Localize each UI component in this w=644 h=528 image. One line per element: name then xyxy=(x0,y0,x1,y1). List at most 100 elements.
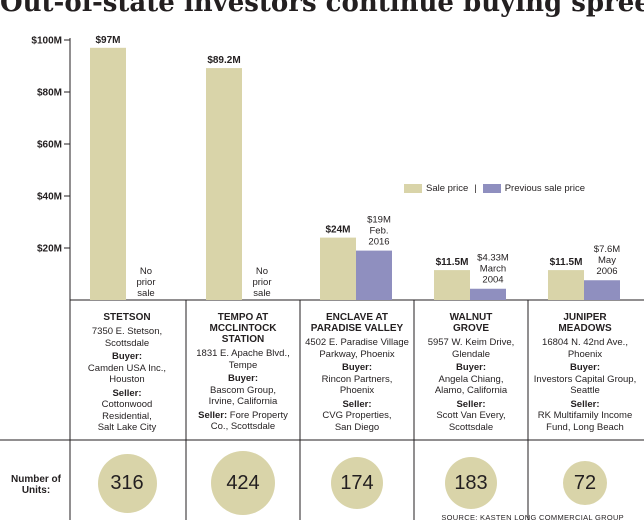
property-name-line: STETSON xyxy=(103,312,151,323)
no-prior-sale-label: prior xyxy=(136,277,155,288)
property-name-line: GROVE xyxy=(452,323,490,334)
no-prior-sale-label: No xyxy=(256,266,268,277)
property-address: Parkway, Phoenix xyxy=(319,348,395,360)
property-address: Tempe xyxy=(228,359,258,371)
previous-sale-label: March xyxy=(480,264,506,275)
buyer-value: Bascom Group, xyxy=(210,384,276,396)
property-name-line: ENCLAVE AT xyxy=(325,312,389,323)
property-details: TEMPO AT MCCLINTOCK STATION 1831 E. Apache … xyxy=(188,312,298,433)
previous-sale-label: $7.6M xyxy=(594,244,620,255)
seller-value: Fund, Long Beach xyxy=(546,421,624,433)
seller-value: Salt Lake City xyxy=(97,422,157,433)
seller-heading: Seller: xyxy=(456,398,486,410)
seller-value: Fore Property xyxy=(229,409,288,421)
sale-price-label: $11.5M xyxy=(436,257,469,268)
buyer-value: Camden USA Inc., xyxy=(87,362,167,374)
property-name: JUNIPER MEADOWS xyxy=(530,312,640,334)
buyer-value: Alamo, California xyxy=(434,385,508,396)
property-address: 7350 E. Stetson, xyxy=(91,326,163,337)
buyer-heading: Buyer: xyxy=(227,373,259,384)
previous-sale-bar xyxy=(470,288,506,300)
previous-sale-label: $4.33M xyxy=(477,253,509,264)
legend-swatch-sale xyxy=(404,184,422,193)
buyer-value: Phoenix xyxy=(339,385,375,396)
property-name-line: WALNUT xyxy=(449,312,493,323)
property-address: Scottsdale xyxy=(104,337,150,349)
property-address: Glendale xyxy=(451,348,491,360)
buyer-value: Houston xyxy=(109,374,145,385)
seller-value: San Diego xyxy=(334,421,380,433)
buyer-value: Seattle xyxy=(570,385,600,396)
y-tick-label: $100M xyxy=(31,36,62,47)
sale-price-label: $24M xyxy=(325,225,350,236)
property-address: 4502 E. Paradise Village xyxy=(305,337,409,348)
seller-value: Residential, xyxy=(102,410,152,422)
chart-title: Out-of-state investors continue buying s… xyxy=(0,0,644,18)
legend-label-sale: Sale price xyxy=(426,183,469,194)
property-name-line: MEADOWS xyxy=(558,323,612,334)
property-name-line: JUNIPER xyxy=(563,312,607,323)
seller-value: RK Multifamily Income xyxy=(537,410,633,421)
property-name-line: MCCLINTOCK xyxy=(209,323,277,334)
no-prior-sale-label: sale xyxy=(253,288,270,299)
sale-price-bar xyxy=(548,270,584,300)
legend-swatch-previous xyxy=(482,184,501,193)
previous-sale-label: Feb. xyxy=(369,226,388,237)
sale-price-bar xyxy=(434,270,470,300)
unit-count-circle: 183 xyxy=(445,457,497,509)
unit-count-circle: 72 xyxy=(563,461,607,505)
previous-sale-label: May xyxy=(598,255,616,266)
units-label: Number of Units: xyxy=(11,474,61,496)
property-name: TEMPO AT MCCLINTOCK STATION xyxy=(188,312,298,345)
property-name-line: STATION xyxy=(221,334,265,345)
buyer-heading: Buyer: xyxy=(341,362,373,373)
seller-heading: Seller: xyxy=(342,398,372,410)
previous-sale-label: $19M xyxy=(367,215,391,226)
buyer-value: Irvine, California xyxy=(208,396,278,407)
chart-legend: Sale price | Previous sale price xyxy=(404,183,585,194)
sale-price-bar xyxy=(320,237,356,300)
property-name: STETSON xyxy=(72,312,182,323)
sale-price-label: $97M xyxy=(95,35,120,46)
property-name-line: TEMPO AT xyxy=(217,312,269,323)
seller-value: Scottsdale xyxy=(448,421,494,433)
previous-sale-label: 2016 xyxy=(368,237,389,248)
property-details: WALNUT GROVE 5957 W. Keim Drive, Glendale Bu… xyxy=(416,312,526,433)
seller-heading: Seller: xyxy=(570,398,600,410)
sale-price-bar xyxy=(206,68,242,300)
previous-sale-label: 2004 xyxy=(482,275,503,286)
seller-value: Cottonwood xyxy=(101,399,153,410)
y-tick-label: $20M xyxy=(37,244,62,255)
buyer-heading: Buyer: xyxy=(455,362,487,373)
seller-value: Scott Van Every, xyxy=(436,410,506,421)
buyer-value: Rincon Partners, xyxy=(321,373,393,385)
seller-heading: Seller: xyxy=(198,409,230,421)
property-address: 5957 W. Keim Drive, xyxy=(427,337,515,348)
property-name: WALNUT GROVE xyxy=(416,312,526,334)
buyer-value: Investors Capital Group, xyxy=(533,373,637,385)
seller-heading: Seller: xyxy=(112,387,142,399)
property-address: 16804 N. 42nd Ave., xyxy=(542,337,628,348)
property-address: 1831 E. Apache Blvd., xyxy=(196,348,290,359)
sale-price-bar xyxy=(90,47,126,300)
y-tick-label: $40M xyxy=(37,192,62,203)
y-tick-label: $60M xyxy=(37,140,62,151)
unit-count-circle: 174 xyxy=(331,457,383,509)
property-details: JUNIPER MEADOWS 16804 N. 42nd Ave., Phoenix… xyxy=(530,312,640,433)
buyer-heading: Buyer: xyxy=(569,362,601,373)
property-details: ENCLAVE AT PARADISE VALLEY 4502 E. Paradis… xyxy=(302,312,412,433)
seller-row: Seller: Fore Property xyxy=(188,410,298,422)
source-note: SOURCE: KASTEN LONG COMMERCIAL GROUP xyxy=(441,513,624,522)
legend-label-previous: Previous sale price xyxy=(504,183,585,194)
buyer-value: Angela Chiang, xyxy=(438,373,504,385)
sale-price-label: $89.2M xyxy=(207,55,240,66)
property-address: Phoenix xyxy=(567,348,603,360)
property-details: STETSON 7350 E. Stetson, Scottsdale Buyer: C… xyxy=(72,312,182,434)
buyer-heading: Buyer: xyxy=(111,351,143,362)
previous-sale-label: 2006 xyxy=(596,266,617,277)
previous-sale-bar xyxy=(584,280,620,300)
seller-value: Co., Scottsdale xyxy=(210,421,276,432)
no-prior-sale-label: sale xyxy=(137,288,154,299)
no-prior-sale-label: No xyxy=(140,266,152,277)
